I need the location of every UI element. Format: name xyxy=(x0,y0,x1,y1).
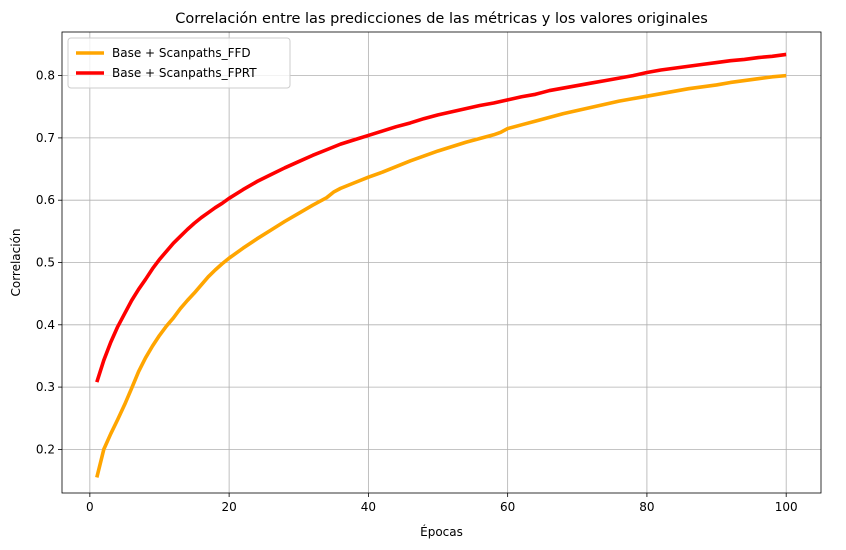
grid xyxy=(62,32,821,493)
y-tick-label: 0.2 xyxy=(36,442,55,456)
y-tick-label: 0.3 xyxy=(36,380,55,394)
x-tick-label: 0 xyxy=(86,500,94,514)
chart-title: Correlación entre las predicciones de la… xyxy=(175,11,708,27)
x-tick-label: 60 xyxy=(500,500,515,514)
legend-entry-1: Base + Scanpaths_FFD xyxy=(112,46,251,60)
legend-box xyxy=(67,37,291,89)
legend-entry-2: Base + Scanpaths_FPRT xyxy=(112,66,257,80)
series-line-2 xyxy=(95,52,787,383)
y-axis-label: Correlación xyxy=(9,228,23,296)
y-tick-label: 0.8 xyxy=(36,69,55,83)
x-tick-label: 80 xyxy=(639,500,654,514)
y-tick-label: 0.4 xyxy=(36,318,55,332)
y-tick-label: 0.6 xyxy=(36,193,55,207)
y-tick-label: 0.7 xyxy=(36,131,55,145)
legend: Base + Scanpaths_FFD Base + Scanpaths_FPR… xyxy=(67,37,291,89)
x-tick-label: 100 xyxy=(775,500,798,514)
series-layer xyxy=(95,52,787,478)
x-tick-label: 20 xyxy=(221,500,236,514)
x-axis-label: Épocas xyxy=(420,524,463,539)
y-axis-ticks: 0.2 0.3 0.4 0.5 0.6 0.7 0.8 xyxy=(36,69,62,456)
y-tick-label: 0.5 xyxy=(36,256,55,270)
x-tick-label: 40 xyxy=(361,500,376,514)
series-line-1 xyxy=(95,73,787,478)
x-axis-ticks: 0 20 40 60 80 100 xyxy=(86,493,798,514)
